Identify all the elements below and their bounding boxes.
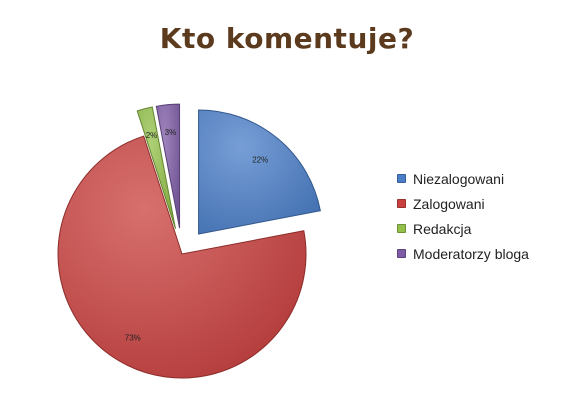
pie-slice-zalogowani: [57, 135, 307, 379]
legend-swatch: [397, 224, 406, 233]
legend-swatch: [397, 174, 406, 183]
legend-label: Redakcja: [413, 220, 472, 237]
legend-label: Moderatorzy bloga: [413, 245, 529, 262]
chart-title: Kto komentuje?: [159, 22, 415, 55]
legend-item-zalogowani: Zalogowani: [397, 191, 529, 216]
legend-label: Zalogowani: [413, 195, 485, 212]
pie-slice-moderatorzy-bloga: [155, 103, 181, 229]
legend-label: Niezalogowani: [413, 170, 505, 187]
legend-item-moderatorzy-bloga: Moderatorzy bloga: [397, 241, 529, 266]
data-label-moderatorzy-bloga: 3%: [165, 128, 177, 137]
data-label-redakcja: 2%: [146, 131, 158, 140]
legend-swatch: [397, 249, 406, 258]
pie-slice-niezalogowani: [198, 109, 321, 235]
legend-swatch: [397, 199, 406, 208]
data-label-zalogowani: 73%: [125, 333, 141, 342]
legend-item-redakcja: Redakcja: [397, 216, 529, 241]
data-label-niezalogowani: 22%: [252, 155, 268, 164]
legend: Niezalogowani Zalogowani Redakcja Moderator…: [397, 166, 529, 266]
pie-slice-redakcja: [136, 106, 177, 229]
legend-item-niezalogowani: Niezalogowani: [397, 166, 529, 191]
